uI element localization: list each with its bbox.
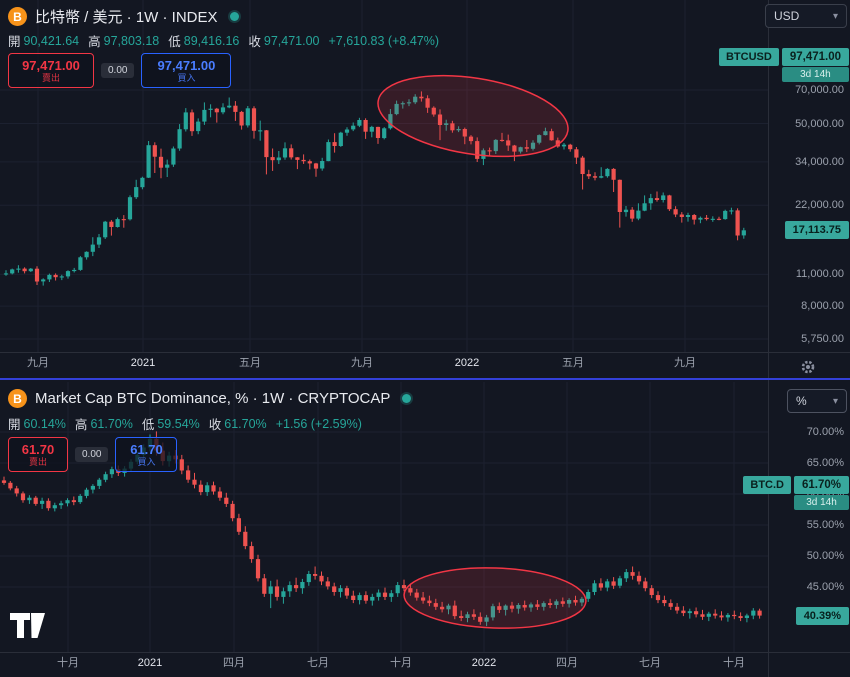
bottom-ohlc-row: 開 60.14% 高 61.70% 低 59.54% 收 61.70% +1.5… [8, 414, 362, 433]
low-value: 89,416.16 [183, 33, 240, 48]
top-quote-tags: BTCUSD 97,471.00 3d 14h [718, 48, 849, 82]
bottom-quote-tags: BTC.D 61.70% 3d 14h [743, 476, 849, 510]
sell-label: 賣出 [41, 72, 60, 83]
sell-price: 97,471.00 [22, 57, 80, 73]
price-pane-1[interactable] [0, 382, 768, 652]
bitcoin-icon: B [8, 7, 27, 26]
bitcoin-icon: B [8, 389, 27, 408]
sell-button[interactable]: 97,471.00 賣出 [8, 53, 94, 88]
top-buy-sell-widget: 97,471.00 賣出 0.00 97,471.00 買入 [8, 53, 232, 88]
chevron-down-icon: ▾ [832, 10, 838, 22]
change-value: +7,610.83 (+8.47%) [328, 33, 440, 48]
open-value: 90,421.64 [23, 33, 80, 48]
high-label: 高 [88, 35, 101, 49]
buy-label: 買入 [177, 72, 196, 83]
price-pane-0[interactable] [0, 0, 768, 352]
quote-price-tag: 97,471.00 [781, 48, 849, 66]
spread-value: 0.00 [75, 447, 109, 462]
tradingview-logo[interactable] [10, 613, 46, 643]
top-symbol-title[interactable]: 比特幣 / 美元 · 1W · INDEX [35, 9, 218, 26]
top-ohlc-row: 開 90,421.64 高 97,803.18 低 89,416.16 收 97… [8, 31, 439, 50]
symbol-chip: BTCUSD [718, 48, 779, 66]
open-label: 開 [8, 418, 21, 432]
market-status-icon[interactable] [402, 394, 412, 403]
close-label: 收 [208, 418, 222, 432]
symbol-chip: BTC.D [743, 476, 791, 494]
close-label: 收 [248, 35, 261, 49]
change-value: +1.56 (+2.59%) [275, 416, 362, 431]
open-label: 開 [8, 35, 21, 49]
bottom-buy-sell-widget: 61.70 賣出 0.00 61.70 買入 [8, 437, 178, 472]
pane-divider[interactable] [0, 378, 850, 380]
bar-countdown-tag: 3d 14h [793, 495, 849, 510]
time-axis-settings-icon[interactable] [799, 358, 817, 376]
low-label: 低 [168, 35, 181, 49]
unit-selector[interactable]: % ▾ [787, 389, 847, 413]
bar-countdown-tag: 3d 14h [781, 67, 849, 82]
sell-price: 61.70 [21, 441, 55, 457]
high-value: 61.70% [90, 416, 133, 431]
spread-value: 0.00 [101, 63, 135, 78]
close-value: 61.70% [224, 416, 267, 431]
buy-price: 97,471.00 [157, 57, 216, 73]
buy-button[interactable]: 97,471.00 買入 [141, 53, 232, 88]
currency-selector-value: USD [774, 9, 800, 23]
annotation-ellipse [377, 74, 569, 158]
currency-selector[interactable]: USD ▾ [765, 4, 847, 28]
buy-label: 買入 [137, 456, 156, 467]
quote-price-tag: 61.70% [793, 476, 849, 494]
high-value: 97,803.18 [103, 33, 160, 48]
bottom-symbol-title[interactable]: Market Cap BTC Dominance, % · 1W · CRYPT… [35, 390, 391, 407]
low-label: 低 [141, 418, 155, 432]
unit-selector-value: % [796, 394, 807, 408]
close-value: 97,471.00 [263, 33, 320, 48]
market-status-icon[interactable] [229, 12, 239, 21]
annotation-ellipse [403, 567, 587, 629]
bottom-pane-header: B Market Cap BTC Dominance, % · 1W · CRY… [8, 389, 412, 408]
chevron-down-icon: ▾ [832, 395, 838, 407]
open-value: 60.14% [23, 416, 66, 431]
top-pane-header: B 比特幣 / 美元 · 1W · INDEX [8, 6, 239, 27]
sell-label: 賣出 [28, 456, 47, 467]
low-value: 59.54% [157, 416, 200, 431]
sell-button[interactable]: 61.70 賣出 [8, 437, 68, 472]
buy-price: 61.70 [130, 441, 163, 457]
high-label: 高 [74, 418, 88, 432]
buy-button[interactable]: 61.70 買入 [115, 437, 178, 472]
